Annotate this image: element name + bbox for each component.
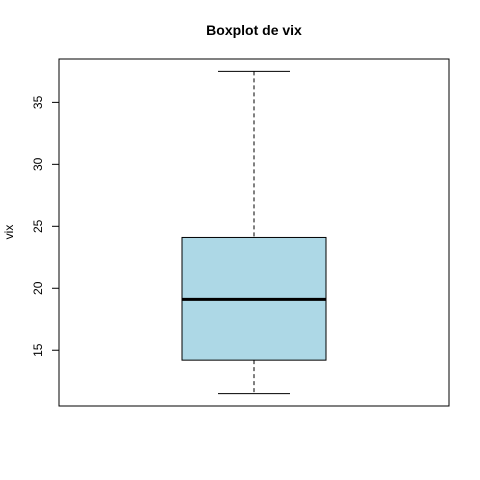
y-tick-label: 15: [31, 343, 45, 357]
y-tick-label: 30: [31, 157, 45, 171]
y-tick-label: 25: [31, 219, 45, 233]
chart-title: Boxplot de vix: [206, 22, 302, 38]
y-axis-label: vix: [2, 225, 16, 240]
y-tick-label: 35: [31, 95, 45, 109]
box-group: [181, 70, 327, 395]
y-tick-label: 20: [31, 281, 45, 295]
y-axis: 15 20 25 30 35: [31, 95, 60, 357]
